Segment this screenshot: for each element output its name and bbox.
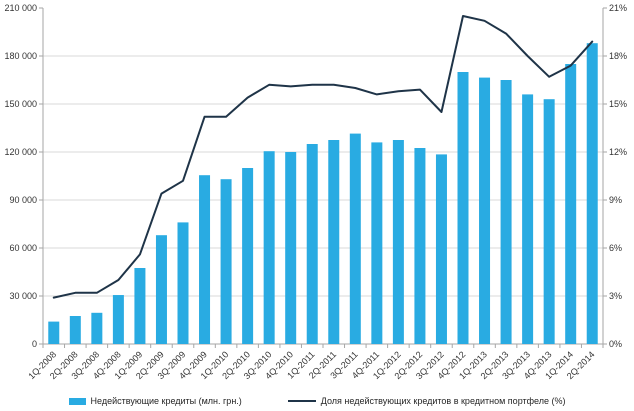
svg-text:210 000: 210 000	[4, 3, 37, 13]
svg-text:9%: 9%	[609, 195, 622, 205]
bar-series	[48, 43, 598, 345]
chart-legend: Недействующие кредиты (млн. грн.) Доля н…	[0, 396, 634, 406]
svg-text:15%: 15%	[609, 99, 627, 109]
svg-text:180 000: 180 000	[4, 51, 37, 61]
svg-text:18%: 18%	[609, 51, 627, 61]
line-series-swatch	[287, 400, 316, 402]
legend-item-line: Доля недействующих кредитов в кредитном …	[287, 396, 566, 406]
legend-label-line: Доля недействующих кредитов в кредитном …	[320, 396, 566, 406]
legend-item-bars: Недействующие кредиты (млн. грн.)	[68, 396, 242, 406]
svg-text:6%: 6%	[609, 243, 622, 253]
x-axis-labels: 1Q-20082Q-20083Q-20084Q-20081Q-20092Q-20…	[26, 349, 596, 381]
svg-text:12%: 12%	[609, 147, 627, 157]
svg-text:3%: 3%	[609, 291, 622, 301]
svg-text:0: 0	[32, 339, 37, 349]
svg-text:120 000: 120 000	[4, 147, 37, 157]
gridlines	[43, 55, 603, 297]
right-axis-labels: 0% 3% 6% 9% 12% 15% 18% 21%	[609, 3, 627, 349]
svg-text:21%: 21%	[609, 3, 627, 13]
svg-text:30 000: 30 000	[9, 291, 37, 301]
svg-text:150 000: 150 000	[4, 99, 37, 109]
svg-text:90 000: 90 000	[9, 195, 37, 205]
svg-text:60 000: 60 000	[9, 243, 37, 253]
bar-series-swatch	[68, 397, 86, 405]
legend-label-bars: Недействующие кредиты (млн. грн.)	[90, 396, 242, 406]
axis-ticks	[39, 7, 607, 348]
left-axis-labels: 0 30 000 60 000 90 000 120 000 150 000 180 000…	[4, 3, 37, 349]
svg-text:0%: 0%	[609, 339, 622, 349]
axis-lines	[42, 8, 604, 345]
line-series	[52, 15, 594, 299]
